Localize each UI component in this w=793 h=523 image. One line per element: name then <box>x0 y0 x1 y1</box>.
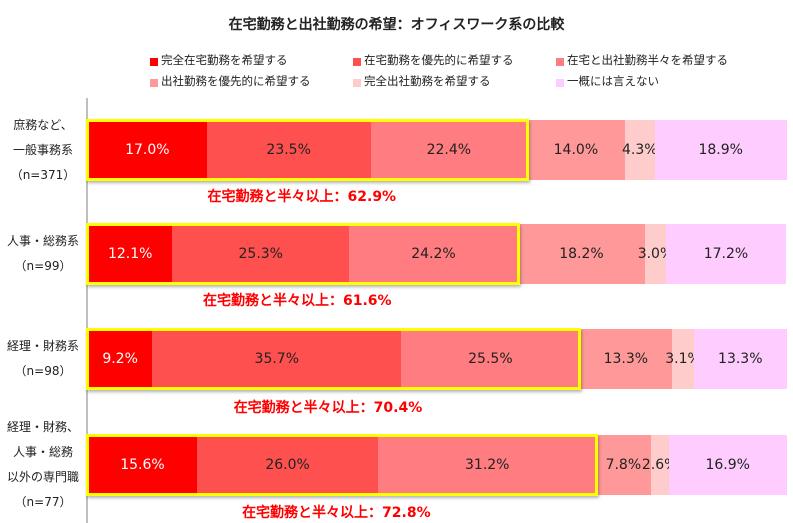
bar-segment: 35.7% <box>152 329 402 389</box>
bar-segment: 7.8% <box>596 435 651 495</box>
data-label: 31.2% <box>465 457 510 473</box>
data-label: 18.2% <box>559 246 604 262</box>
category-label: 経理・財務系 （n=98） <box>6 339 79 378</box>
highlight-box <box>86 434 599 496</box>
legend-item: 完全出社勤務を希望する <box>353 73 491 89</box>
data-label: 23.5% <box>266 142 311 158</box>
data-label: 14.0% <box>553 142 599 158</box>
legend-label: 在宅勤務を優先的に希望する <box>364 53 514 67</box>
data-label: 17.0% <box>125 142 170 158</box>
highlight-box <box>86 223 520 285</box>
legend-swatch <box>353 57 361 66</box>
bar-segment: 15.6% <box>88 435 197 495</box>
data-label: 9.2% <box>102 351 138 367</box>
bar-segment: 16.9% <box>668 435 787 495</box>
annotation: 在宅勤務と半々以上：62.9% <box>207 189 397 205</box>
legend-item: 出社勤務を優先的に希望する <box>150 73 311 89</box>
data-label: 16.9% <box>705 457 750 473</box>
data-label: 3.0% <box>637 246 674 262</box>
category-label: 庶務など、 一般事務系 （n=371） <box>10 117 76 182</box>
bar-segment: 2.6% <box>642 435 677 495</box>
bar-segment: 24.2% <box>349 224 518 284</box>
bar-segment: 3.1% <box>665 329 701 389</box>
bar-segment: 26.0% <box>196 435 379 495</box>
legend-item: 在宅勤務を優先的に希望する <box>353 52 514 68</box>
data-label: 3.1% <box>665 351 701 367</box>
annotation: 在宅勤務と半々以上：72.8% <box>242 505 431 521</box>
data-label: 24.2% <box>411 246 456 262</box>
bar-segment: 18.2% <box>517 224 645 284</box>
legend-swatch <box>150 57 158 66</box>
data-label: 35.7% <box>254 351 300 367</box>
bar-segment: 13.3% <box>579 329 673 389</box>
bar-segment: 4.3% <box>621 120 658 180</box>
legend-label: 完全出社勤務を希望する <box>364 74 491 88</box>
data-label: 26.0% <box>265 457 310 473</box>
bar-segment: 25.3% <box>172 224 350 284</box>
bar-segment: 13.3% <box>693 329 787 389</box>
data-label: 25.3% <box>238 246 283 262</box>
legend-swatch <box>150 78 158 87</box>
data-label: 2.6% <box>641 457 678 473</box>
data-label: 12.1% <box>107 246 153 262</box>
bar-segment: 9.2% <box>88 329 153 389</box>
data-label: 13.3% <box>718 351 763 367</box>
data-label: 18.9% <box>698 142 743 158</box>
annotation: 在宅勤務と半々以上：61.6% <box>202 293 392 309</box>
data-label: 17.2% <box>703 246 749 262</box>
legend-item: 完全在宅勤務を希望する <box>150 52 288 68</box>
bar-segment: 17.0% <box>88 120 207 180</box>
legend-label: 在宅と出社勤務半々を希望する <box>567 53 728 67</box>
data-label: 13.3% <box>603 351 649 367</box>
bar-segment: 31.2% <box>378 435 597 495</box>
legend-item: 一概には言えない <box>556 73 659 89</box>
data-label: 4.3% <box>621 142 658 158</box>
chart-title: 在宅勤務と出社勤務の希望：オフィスワーク系の比較 <box>228 17 565 33</box>
bar-segment: 23.5% <box>206 120 371 180</box>
legend-swatch <box>556 57 564 66</box>
legend-label: 一概には言えない <box>567 74 659 88</box>
data-label: 25.5% <box>468 351 513 367</box>
bar-segment: 12.1% <box>88 224 173 284</box>
legend-swatch <box>353 78 361 87</box>
bar-segment: 18.9% <box>654 120 787 180</box>
data-label: 7.8% <box>605 457 642 473</box>
bar-segment: 25.5% <box>401 329 580 389</box>
highlight-box <box>86 119 530 181</box>
bar-segment: 14.0% <box>527 120 625 180</box>
annotation: 在宅勤務と半々以上：70.4% <box>233 400 423 416</box>
category-label: 経理・財務、 人事・総務 以外の専門職 （n=77） <box>6 420 79 509</box>
legend-item: 在宅と出社勤務半々を希望する <box>556 52 728 68</box>
bar-segment: 17.2% <box>665 224 786 284</box>
data-label: 15.6% <box>120 457 165 473</box>
legend-label: 出社勤務を優先的に希望する <box>161 74 311 88</box>
legend-swatch <box>556 78 564 87</box>
data-label: 22.4% <box>426 142 472 158</box>
legend-label: 完全在宅勤務を希望する <box>161 53 288 67</box>
highlight-box <box>86 328 582 390</box>
bar-segment: 22.4% <box>370 120 528 180</box>
bar-segment: 3.0% <box>638 224 673 284</box>
category-axis <box>86 98 88 523</box>
category-label: 人事・総務系 （n=99） <box>6 234 79 273</box>
